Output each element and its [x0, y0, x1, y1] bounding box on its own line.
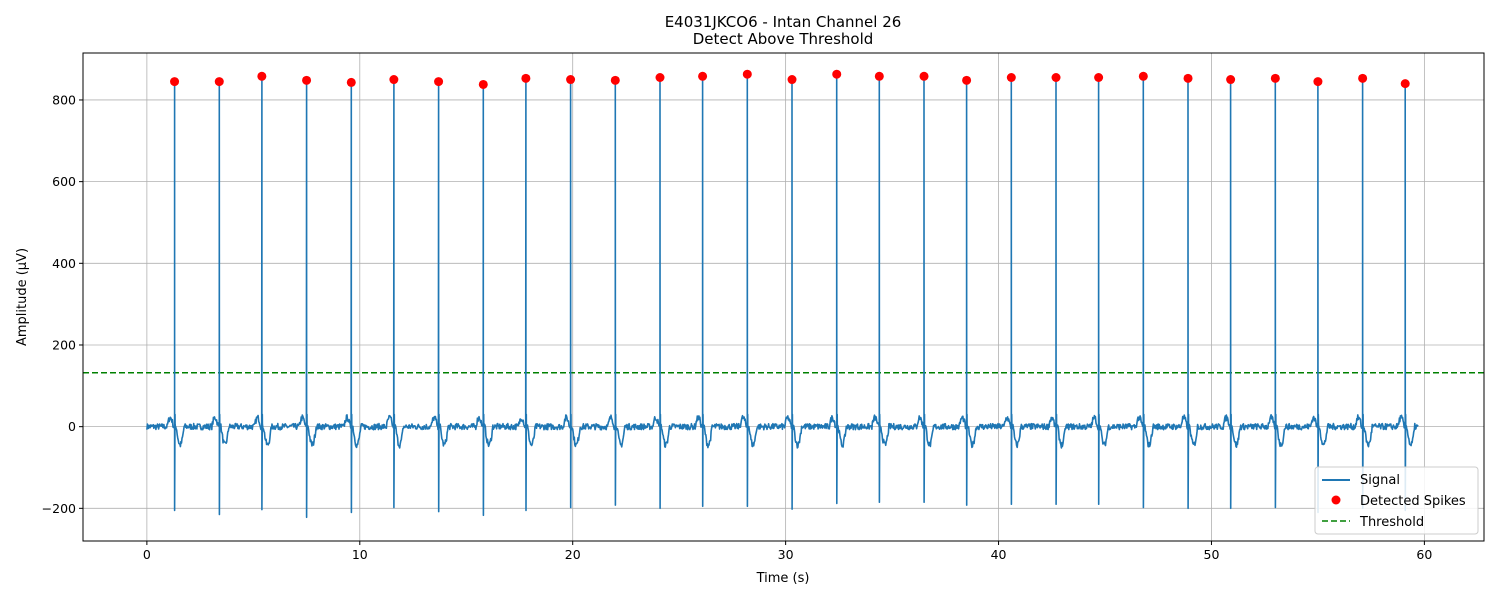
legend-spikes-swatch [1331, 495, 1341, 505]
chart-title: E4031JKCO6 - Intan Channel 26 [665, 13, 902, 31]
detected-spike-point [1183, 73, 1193, 83]
y-tick-label: 600 [52, 174, 76, 189]
detected-spike-point [257, 71, 267, 81]
y-tick-label: −200 [42, 501, 76, 516]
legend: Signal Detected Spikes Threshold [1314, 466, 1479, 535]
detected-spike-point [1051, 73, 1061, 83]
detected-spikes-layer [170, 69, 1410, 89]
chart-subtitle: Detect Above Threshold [693, 30, 874, 48]
detected-spike-point [698, 71, 708, 81]
detected-spike-point [521, 73, 531, 83]
plot-frame [82, 52, 1485, 542]
detected-spike-point [832, 69, 842, 79]
detected-spike-point [1094, 73, 1104, 83]
detected-spike-point [170, 77, 180, 87]
x-axis-label: Time (s) [756, 571, 810, 586]
y-tick-label: 0 [68, 419, 76, 434]
signal-layer [146, 73, 1419, 519]
signal-line [146, 73, 1419, 519]
legend-threshold-label: Threshold [1359, 515, 1424, 530]
y-tick-label: 200 [52, 337, 76, 352]
detected-spike-point [1313, 77, 1323, 87]
detected-spike-point [389, 75, 399, 85]
legend-spikes-label: Detected Spikes [1360, 494, 1466, 509]
detected-spike-point [1006, 73, 1016, 83]
y-axis-ticks: −200 0 200 400 600 800 [42, 92, 83, 516]
x-tick-label: 10 [352, 547, 368, 562]
detected-spike-point [787, 75, 797, 85]
y-tick-label: 400 [52, 256, 76, 271]
detected-spike-point [1400, 79, 1410, 89]
x-tick-label: 60 [1416, 547, 1432, 562]
detected-spike-point [566, 75, 576, 85]
x-tick-label: 20 [565, 547, 581, 562]
legend-box [1314, 466, 1479, 535]
y-axis-label: Amplitude (µV) [15, 248, 30, 346]
detected-spike-point [214, 77, 224, 87]
y-tick-label: 800 [52, 92, 76, 107]
detected-spike-point [434, 77, 444, 87]
detected-spike-point [1270, 73, 1280, 83]
detected-spike-point [1226, 75, 1236, 85]
detected-spike-point [962, 75, 972, 85]
detected-spike-point [302, 75, 312, 85]
detected-spike-point [655, 73, 665, 83]
grid [83, 53, 1484, 541]
detected-spike-point [1358, 73, 1368, 83]
x-tick-label: 0 [143, 547, 151, 562]
detected-spike-point [742, 69, 752, 79]
legend-signal-label: Signal [1360, 473, 1400, 488]
x-tick-label: 40 [991, 547, 1007, 562]
detected-spike-point [919, 71, 929, 81]
detected-spike-point [610, 75, 620, 85]
detected-spike-point [1138, 71, 1148, 81]
detected-spike-point [478, 79, 488, 89]
x-axis-ticks: 0 10 20 30 40 50 60 [143, 541, 1432, 562]
x-tick-label: 50 [1204, 547, 1220, 562]
detected-spike-point [874, 71, 884, 81]
x-tick-label: 30 [778, 547, 794, 562]
detected-spike-point [346, 77, 356, 87]
